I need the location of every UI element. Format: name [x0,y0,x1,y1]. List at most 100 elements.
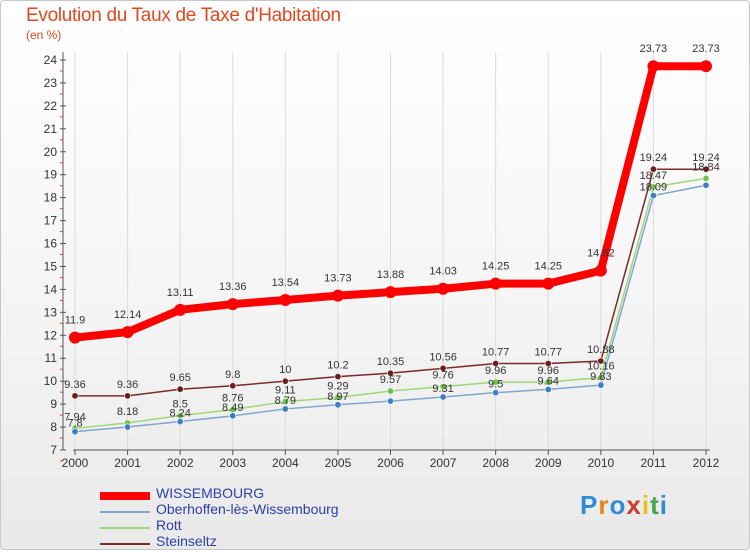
legend-swatch [100,511,150,513]
y-tick-label: 21 [44,122,58,136]
data-point-1 [71,428,79,436]
y-tick-label: 22 [44,99,58,113]
data-point-1 [544,385,552,393]
data-point-3 [229,382,237,390]
data-label: 9.57 [380,374,401,386]
legend-swatch [100,492,150,500]
data-label: 10.88 [587,344,615,356]
data-label: 9.83 [590,371,611,383]
x-tick-label: 2002 [167,456,194,470]
data-label: 9.8 [225,369,240,381]
logo-letter: P [580,490,599,520]
data-point-0 [542,277,555,290]
y-tick-label: 14 [44,282,58,296]
data-point-0 [226,298,239,311]
data-label: 8.76 [222,393,243,405]
data-point-2 [334,393,342,401]
x-tick-label: 2003 [219,456,246,470]
data-point-0 [69,331,81,344]
data-point-3 [649,165,657,173]
data-label: 7.94 [64,411,85,423]
x-tick-label: 2010 [587,456,614,470]
chart-title: Evolution du Taux de Taxe d'Habitation [26,5,341,26]
data-point-2 [439,383,447,391]
data-point-3 [124,392,132,400]
data-point-3 [544,360,552,368]
unit-label: (en %) [26,28,62,42]
data-label: 13.36 [219,281,247,293]
data-label: 8.97 [327,391,348,403]
data-point-0 [384,286,397,299]
logo-letter: r [598,490,610,520]
x-tick-label: 2001 [114,456,141,470]
data-point-0 [489,277,502,290]
y-tick-label: 23 [44,76,58,90]
data-label: 9.65 [169,372,190,384]
data-point-1 [492,389,500,397]
logo-letter: o [609,490,627,520]
data-label: 10 [279,364,291,376]
data-label: 14.82 [587,248,615,260]
data-label: 8.5 [173,399,188,411]
data-label: 8.49 [222,402,243,414]
y-tick-label: 11 [45,351,58,365]
y-tick-label: 17 [44,214,58,228]
data-point-3 [386,369,394,377]
y-tick-label: 12 [44,328,58,342]
data-point-0 [121,326,134,339]
data-point-1 [334,401,342,409]
data-label: 9.96 [538,365,559,377]
data-label: 7.8 [67,418,82,430]
data-point-3 [176,385,184,393]
y-tick-label: 19 [44,168,58,182]
data-point-1 [176,418,184,426]
y-tick-label: 20 [44,145,58,159]
data-point-0 [331,289,344,302]
data-point-2 [492,378,500,386]
data-point-1 [702,181,710,189]
data-point-1 [649,192,657,200]
data-point-0 [647,60,660,73]
logo-letter: i [641,490,651,520]
data-label: 13.11 [167,287,194,299]
data-point-2 [386,387,394,395]
legend-label: Oberhoffen-lès-Wissembourg [156,501,339,517]
data-label: 13.73 [324,273,352,285]
data-label: 9.76 [432,370,453,382]
y-tick-label: 24 [44,53,58,67]
data-label: 9.96 [485,365,506,377]
data-point-3 [597,357,605,365]
data-point-3 [71,392,79,400]
data-point-1 [597,381,605,389]
x-tick-label: 2012 [693,456,720,470]
data-label: 14.25 [534,261,562,273]
data-label: 9.64 [538,375,559,387]
data-label: 23.73 [640,43,668,55]
data-label: 11.9 [65,315,86,327]
data-label: 12.14 [114,309,142,321]
legend-label: WISSEMBOURG [156,485,265,501]
data-point-1 [281,405,289,413]
data-point-3 [492,360,500,368]
y-tick-label: 7 [50,443,57,457]
data-point-3 [702,165,710,173]
logo-letter: x [626,490,642,520]
data-point-1 [124,423,132,431]
y-tick-label: 8 [50,420,57,434]
data-label: 9.11 [275,385,296,397]
data-label: 14.03 [429,266,457,278]
data-label: 18.84 [692,161,720,173]
data-label: 10.35 [377,356,405,368]
logo-letter: i [659,490,668,520]
x-tick-label: 2006 [377,456,404,470]
data-point-3 [439,364,447,372]
data-label: 19.24 [692,152,720,164]
legend-swatch [100,527,150,529]
data-label: 10.16 [587,361,615,373]
x-tick-label: 2009 [535,456,562,470]
data-point-0 [594,264,607,277]
data-label: 10.2 [327,360,348,372]
x-tick-label: 2005 [325,456,352,470]
data-point-2 [544,378,552,386]
